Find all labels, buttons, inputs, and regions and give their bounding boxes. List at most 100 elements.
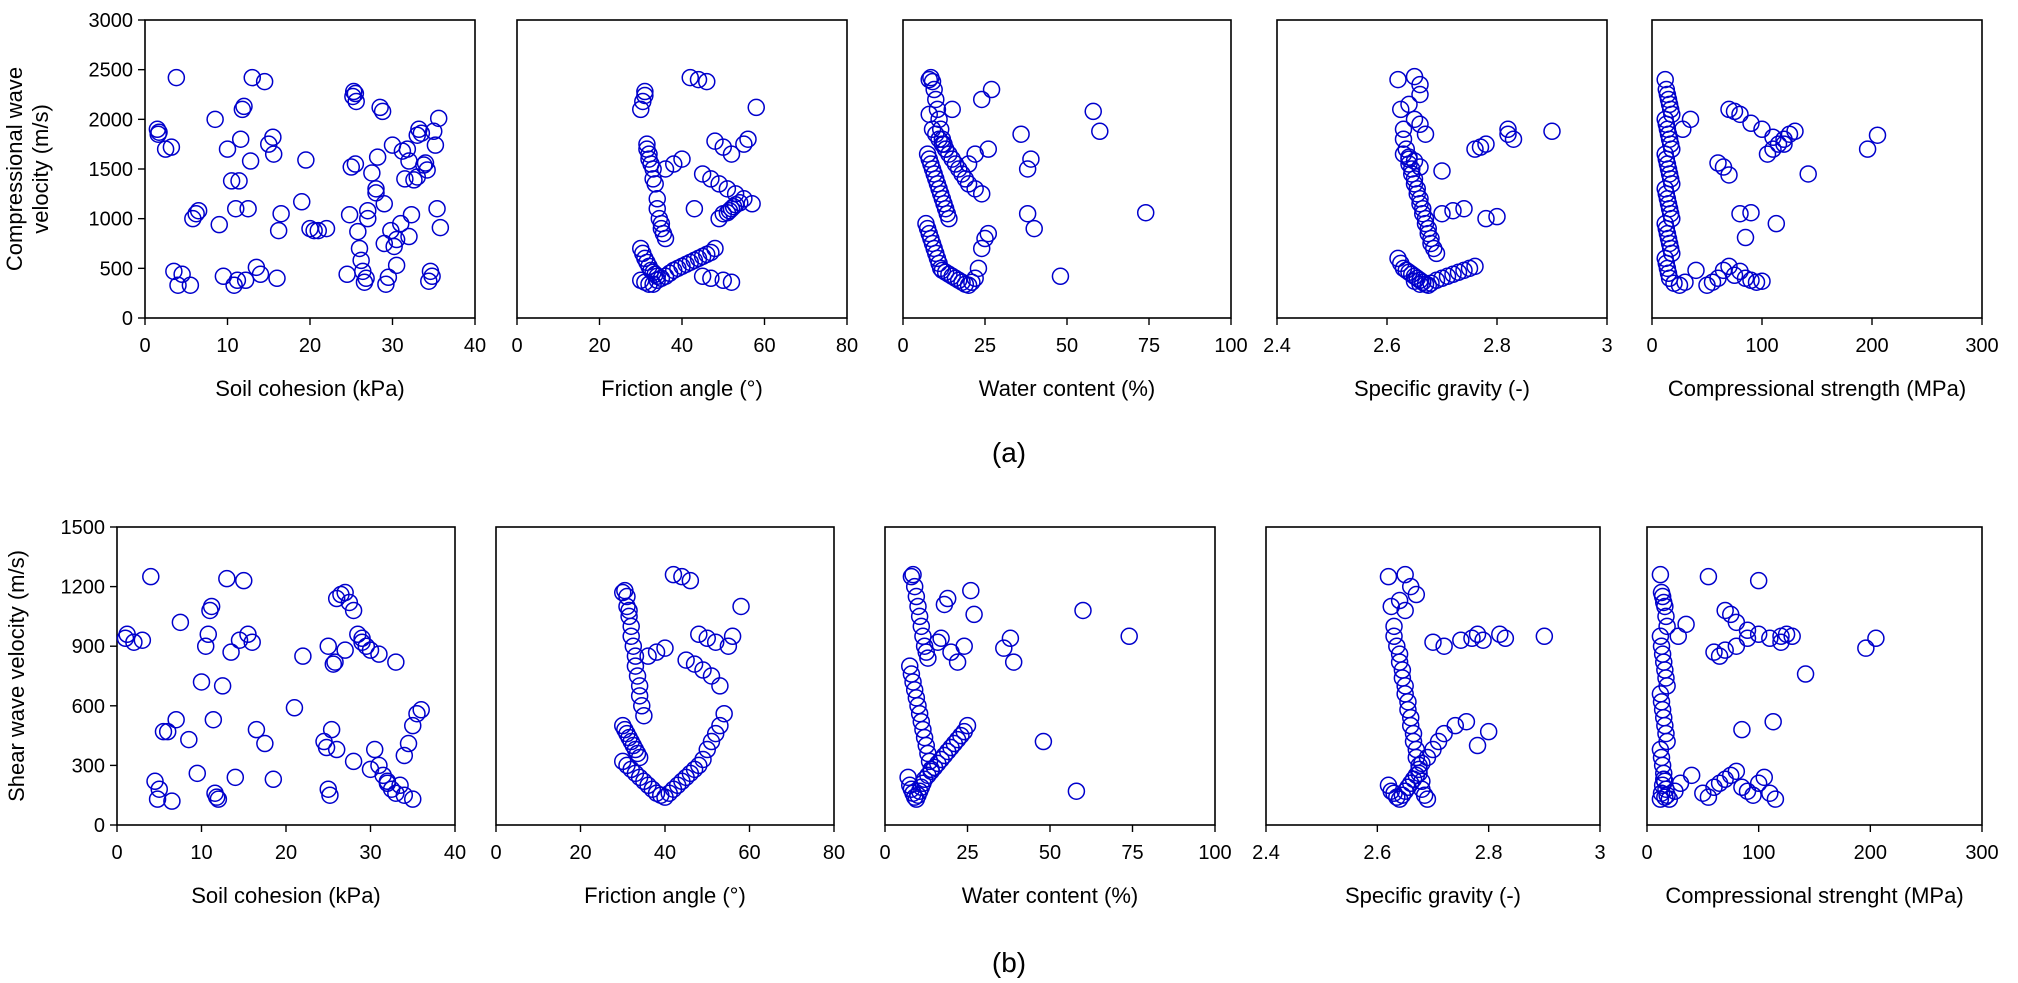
data-point [319, 637, 337, 655]
data-point [322, 720, 341, 739]
data-point [1722, 766, 1740, 785]
data-point [225, 276, 243, 294]
data-point [698, 629, 716, 648]
data-point [923, 120, 942, 139]
data-point [1400, 148, 1418, 166]
data-point [222, 172, 241, 190]
data-point [628, 744, 647, 763]
data-point [1018, 160, 1037, 178]
data-point [336, 641, 354, 659]
y-tick-label: 0 [94, 815, 105, 837]
data-point [972, 185, 991, 203]
x-axis-label: Friction angle (°) [584, 883, 746, 908]
data-point [1674, 120, 1692, 139]
data-point [710, 175, 728, 193]
x-tick-label: 100 [1214, 335, 1247, 357]
data-point [656, 639, 674, 657]
data-point [1703, 273, 1722, 291]
data-point [1720, 257, 1738, 276]
data-point [953, 165, 971, 183]
x-tick-label: 200 [1855, 335, 1888, 357]
data-point [935, 595, 954, 614]
data-point [187, 204, 205, 223]
y-tick-label: 1500 [89, 159, 134, 181]
data-point [142, 567, 160, 586]
scatter-panel-3: 0 25 50 75 100 Water content (%) [897, 19, 1248, 401]
x-tick-label: 3 [1594, 842, 1605, 864]
data-point [735, 135, 753, 153]
data-point [1716, 601, 1734, 620]
data-point [1435, 637, 1453, 655]
data-point [747, 98, 765, 117]
x-tick-label: 3 [1601, 335, 1612, 357]
data-point [171, 613, 190, 632]
data-point [196, 637, 215, 655]
data-point [1676, 273, 1694, 291]
data-point [626, 740, 645, 759]
data-point [180, 730, 198, 749]
data-point [706, 724, 725, 743]
data-point [235, 571, 253, 590]
data-point [622, 627, 640, 646]
data-point [1452, 631, 1470, 649]
data-point [638, 135, 656, 153]
data-point [181, 276, 200, 294]
data-point [673, 150, 691, 168]
data-point [235, 97, 253, 116]
data-point [1491, 625, 1509, 644]
data-point [940, 209, 958, 228]
data-point [359, 201, 377, 220]
data-point [630, 748, 649, 767]
data-point [400, 152, 418, 170]
data-point [165, 262, 183, 281]
data-point [1657, 669, 1675, 687]
data-point [204, 710, 223, 729]
data-point [1407, 585, 1426, 604]
data-point [1405, 110, 1424, 129]
data-point [349, 222, 367, 241]
x-axis-label: Compressional strength (MPa) [1668, 376, 1966, 401]
x-tick-label: 2.8 [1483, 335, 1511, 357]
data-point [1411, 158, 1429, 176]
data-point [689, 70, 708, 89]
data-point [638, 253, 656, 272]
data-point [711, 716, 729, 735]
data-point [327, 740, 346, 759]
data-point [1446, 716, 1465, 735]
data-point [233, 100, 252, 119]
data-point [1731, 204, 1749, 223]
data-point [412, 124, 431, 142]
data-point [979, 140, 998, 158]
data-point [1653, 587, 1672, 606]
x-tick-label: 50 [1039, 842, 1061, 864]
data-point [1738, 621, 1757, 640]
x-tick-label: 0 [1641, 842, 1652, 864]
x-tick-label: 2.8 [1475, 842, 1503, 864]
data-point [346, 84, 365, 103]
data-point [1775, 135, 1793, 153]
data-point [636, 82, 654, 101]
data-point [188, 764, 207, 783]
data-point [719, 637, 738, 655]
x-axis-label: Soil cohesion (kPa) [215, 376, 405, 401]
data-point [1433, 162, 1451, 180]
data-point [620, 607, 638, 626]
data-point [402, 205, 421, 224]
data-point [404, 790, 422, 808]
data-point [371, 98, 389, 117]
data-point [1477, 209, 1495, 228]
data-point [702, 170, 720, 188]
scatter-panel-6: 0 10 20 30 40 0 300 600 900 1200 1500 Shear wave ve… [4, 517, 466, 908]
y-tick-label: 2500 [89, 60, 134, 82]
data-point [398, 140, 417, 158]
x-tick-label: 25 [974, 335, 996, 357]
data-point [1411, 85, 1429, 104]
x-axis-label: Water content (%) [979, 376, 1155, 401]
data-point [732, 597, 750, 616]
data-point [338, 265, 356, 284]
data-point [256, 734, 274, 753]
data-point [353, 629, 371, 648]
data-point [718, 180, 737, 198]
data-point [1733, 720, 1751, 739]
data-point [685, 199, 704, 218]
